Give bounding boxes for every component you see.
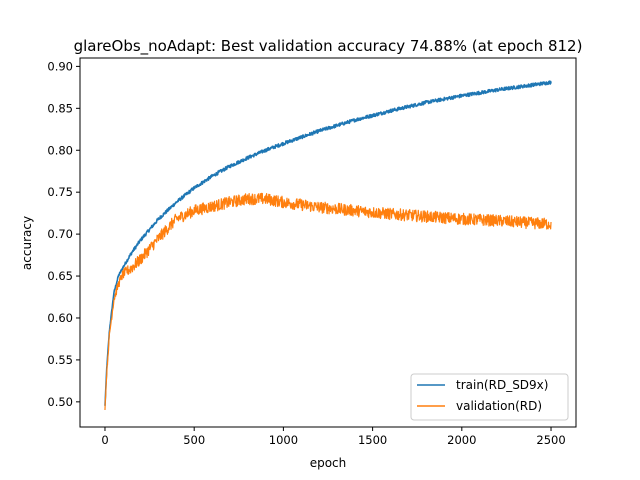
x-axis-label: epoch: [310, 456, 347, 470]
y-axis-ticks: 0.50 0.55 0.60 0.65 0.70 0.75 0.80 0.85 0.90: [47, 59, 80, 409]
y-tick-label: 0.60: [47, 311, 73, 325]
y-tick-label: 0.70: [47, 227, 73, 241]
validation-series-line: [104, 192, 552, 411]
y-tick-label: 0.65: [47, 269, 73, 283]
y-tick-label: 0.90: [47, 59, 73, 73]
y-axis-label: accuracy: [20, 216, 34, 270]
plot-frame: [79, 57, 577, 428]
x-tick-label: 500: [183, 433, 205, 447]
x-axis-ticks: 0 500 1000 1500 2000 2500: [101, 427, 566, 447]
legend-label-validation: validation(RD): [456, 399, 542, 413]
x-tick-label: 0: [101, 433, 108, 447]
plot-lines: [104, 80, 552, 411]
x-tick-label: 2500: [536, 433, 565, 447]
chart-title: glareObs_noAdapt: Best validation accura…: [74, 37, 583, 56]
y-tick-label: 0.85: [47, 101, 73, 115]
y-tick-label: 0.50: [47, 395, 73, 409]
y-tick-label: 0.80: [47, 143, 73, 157]
train-series-line: [104, 80, 552, 406]
legend-label-train: train(RD_SD9x): [456, 378, 548, 392]
legend-box: [410, 373, 569, 421]
x-tick-label: 1500: [358, 433, 387, 447]
legend: train(RD_SD9x) validation(RD): [410, 373, 569, 421]
y-tick-label: 0.75: [47, 185, 73, 199]
x-tick-label: 2000: [447, 433, 476, 447]
x-tick-label: 1000: [269, 433, 298, 447]
y-tick-label: 0.55: [47, 353, 73, 367]
